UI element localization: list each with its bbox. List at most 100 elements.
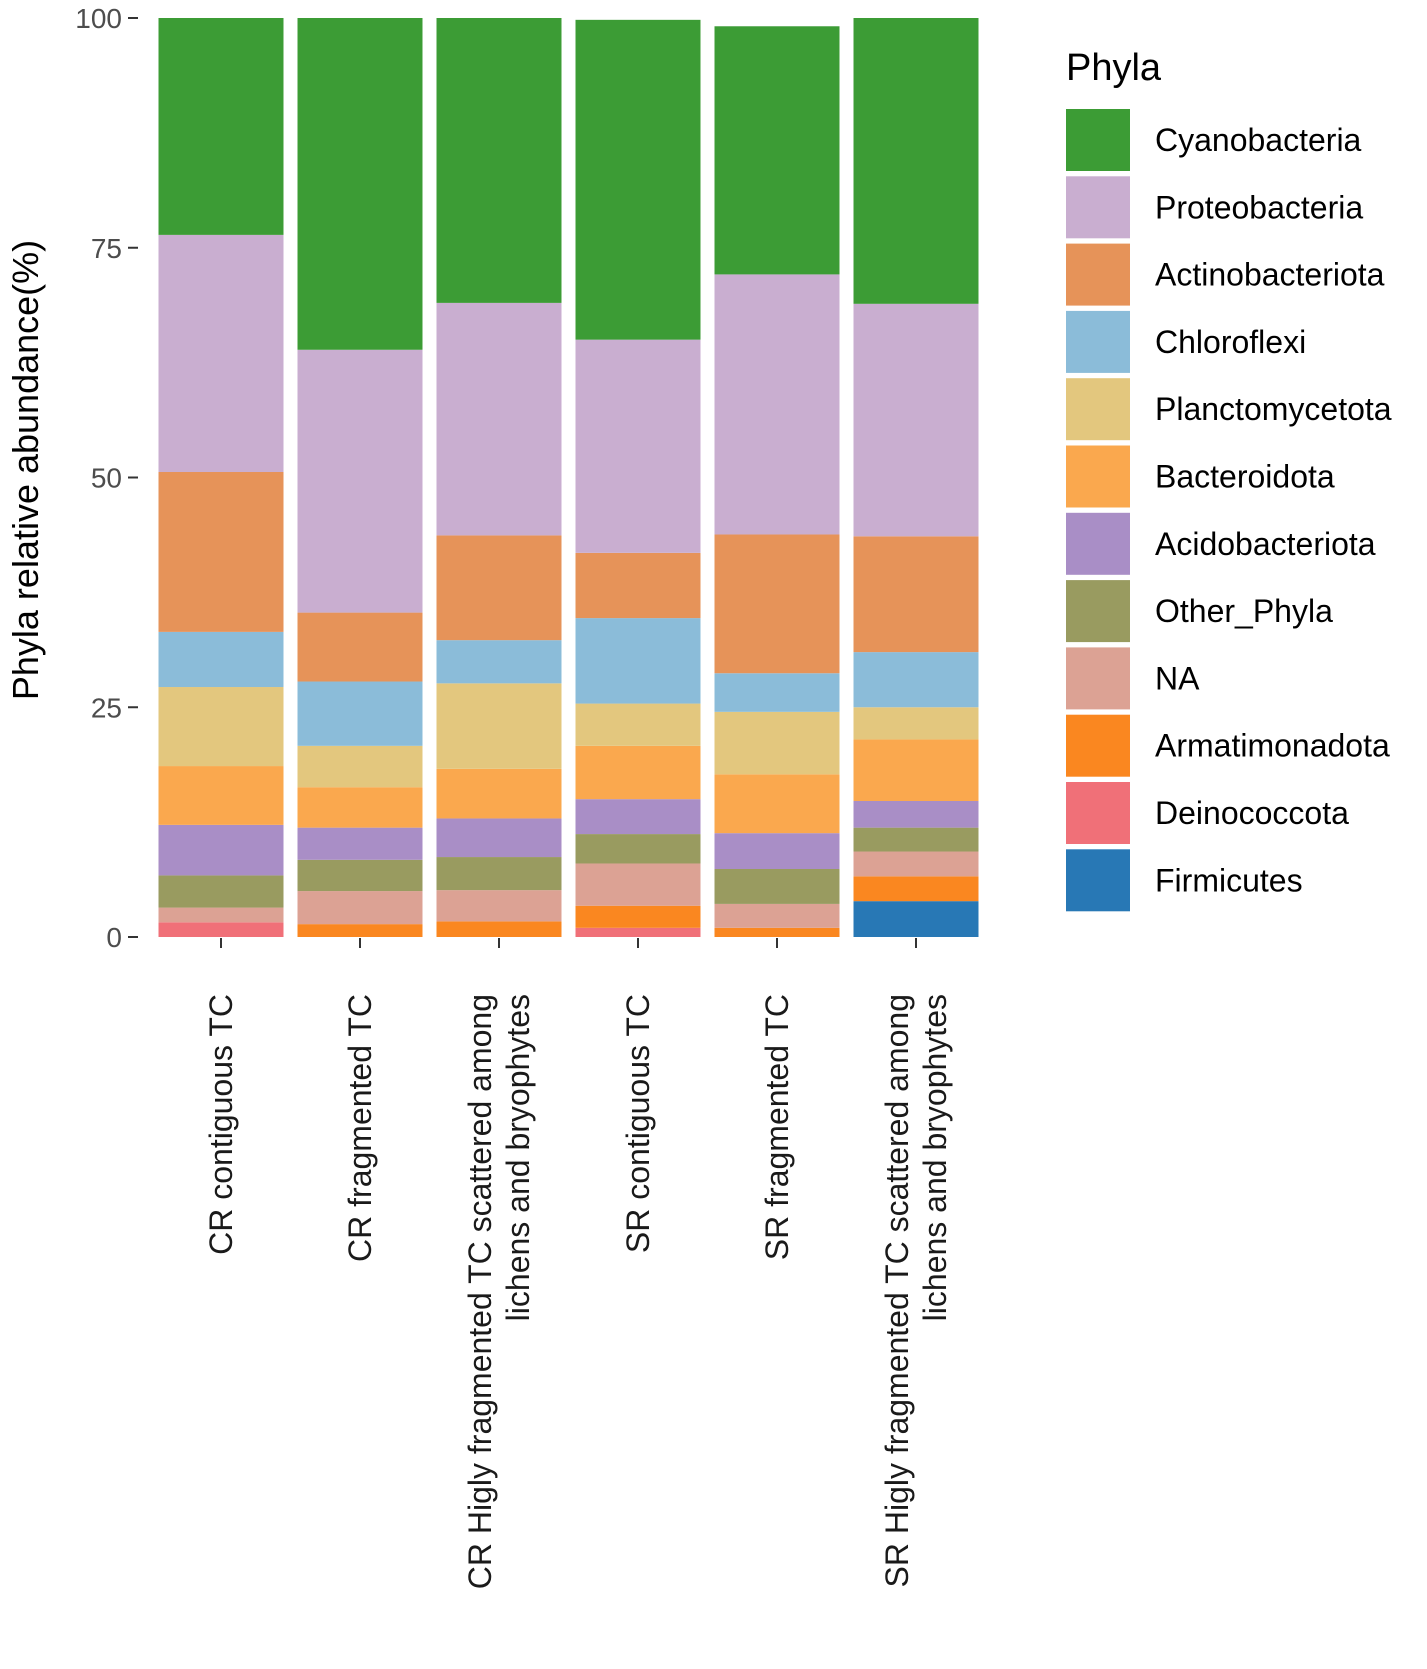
bar-segment [575,834,701,864]
bar-segment [853,876,979,902]
legend-item: Actinobacteriota [1066,243,1385,306]
bar-segment [853,851,979,877]
bar-segment [436,890,562,922]
legend-item: Firmicutes [1066,849,1303,912]
y-tick-label: 25 [91,692,122,723]
bar-segment [158,922,284,937]
legend-item: Deinococcota [1066,782,1349,844]
legend-label: Planctomycetota [1155,391,1392,427]
legend-swatch [1066,445,1130,508]
bar-segment [158,471,284,632]
bar-segment [436,921,562,937]
x-tick-label: CR contiguous TC [203,994,239,1255]
legend-swatch [1066,109,1130,171]
bar-segment [297,891,423,925]
bar-segment [853,901,979,937]
bar-group [575,19,701,937]
bar-segment [158,687,284,767]
legend-label: Other_Phyla [1155,593,1333,629]
bar-segment [297,612,423,682]
bar-segment [436,857,562,891]
bar-segment [853,707,979,740]
bar-segment [575,339,701,553]
legend-title: Phyla [1066,47,1162,89]
legend-item: Other_Phyla [1066,580,1333,643]
bar-segment [853,18,979,304]
bar-segment [436,535,562,641]
bar-group [436,18,562,937]
legend-swatch [1066,243,1130,306]
legend-item: Planctomycetota [1066,378,1392,441]
bar-segment [158,766,284,825]
y-tick-label: 50 [91,463,122,494]
bar-segment [714,673,840,712]
legend-label: Proteobacteria [1155,189,1363,225]
legend-swatch [1066,310,1130,373]
bar-segment [853,739,979,801]
bar-segment [575,927,701,937]
legend-item: NA [1066,647,1200,710]
bar-segment [575,799,701,835]
x-tick-label: lichens and bryophytes [917,994,953,1321]
bar-segment [297,787,423,828]
bar-segment [714,711,840,775]
legend-item: Armatimonadota [1066,714,1390,777]
legend-swatch [1066,782,1130,844]
bar-segment [575,19,701,340]
bar-segment [297,745,423,788]
y-axis: 0 25 50 75 100 [75,3,138,953]
legend-item: Cyanobacteria [1066,109,1362,171]
bar-segment [297,18,423,350]
y-tick-label: 100 [75,3,122,34]
bar-segment [297,349,423,613]
bar-segment [575,905,701,928]
x-tick-label: CR Higly fragmented TC scattered among [462,994,498,1589]
bar-segment [158,234,284,472]
bar-segment [714,534,840,674]
bar-segment [714,868,840,904]
bar-segment [853,303,979,537]
bar-segment [575,552,701,619]
bar-group [158,18,284,937]
bar-segment [853,827,979,852]
bar-segment [436,768,562,819]
bar-segment [575,703,701,746]
bar-group [297,18,423,937]
bar-segment [158,907,284,923]
bar-segment [297,681,423,746]
y-tick-label: 0 [106,922,122,953]
bar-segment [714,774,840,834]
legend-label: Bacteroidota [1155,459,1335,495]
bar-segment [853,800,979,828]
bar-segment [714,26,840,275]
x-tick-label: SR contiguous TC [620,994,656,1253]
bar-segment [297,859,423,892]
bar-segment [158,875,284,908]
bar-segment [714,903,840,928]
bar-segment [297,924,423,937]
legend-label: NA [1155,660,1200,696]
legend-item: Proteobacteria [1066,176,1363,239]
legend-label: Actinobacteriota [1155,257,1385,293]
bar-segment [436,302,562,536]
legend-label: Cyanobacteria [1155,122,1362,158]
legend-swatch [1066,176,1130,239]
legend-label: Armatimonadota [1155,728,1390,764]
bar-segment [436,683,562,769]
bar-segment [853,536,979,653]
bar-segment [575,745,701,800]
bar-segment [158,18,284,235]
y-axis-title: Phyla relative abundance(%) [5,240,46,700]
bar-segment [158,631,284,688]
bar-segment [575,863,701,906]
bar-segment [714,274,840,535]
x-tick-label: SR Higly fragmented TC scattered among [879,994,915,1587]
bar-segment [158,824,284,876]
x-tick-label: lichens and bryophytes [500,994,536,1321]
legend-item: Chloroflexi [1066,310,1306,373]
legend-label: Deinococcota [1155,795,1349,831]
bar-segment [714,833,840,869]
legend-swatch [1066,512,1130,575]
legend-swatch [1066,849,1130,912]
bar-segment [436,640,562,684]
